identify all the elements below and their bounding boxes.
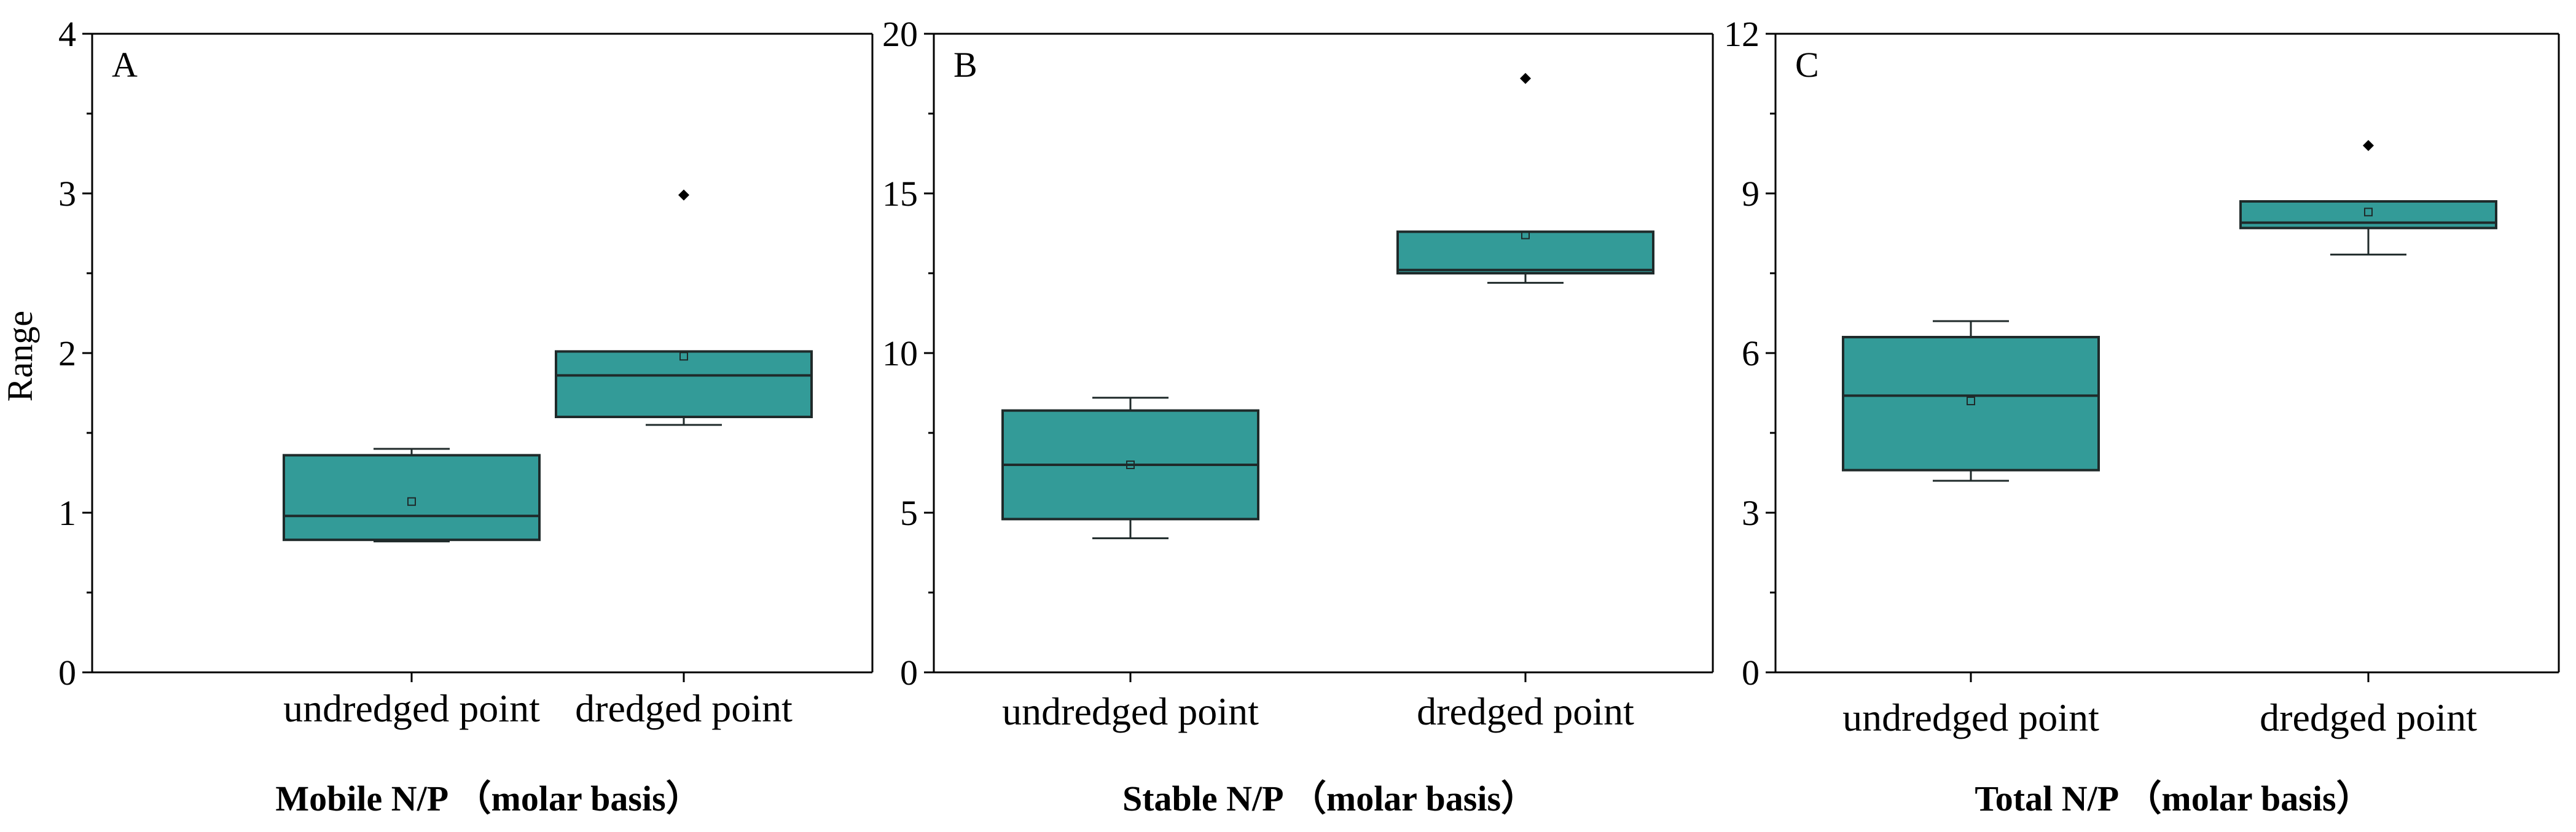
box-rect (1396, 230, 1654, 274)
x-axis-title: Total N/P （molar basis） (1975, 779, 2371, 818)
box-rect (555, 350, 813, 419)
mean-marker (1967, 397, 1975, 405)
y-tick-label: 10 (882, 333, 918, 373)
category-label: dredged point (2260, 696, 2477, 739)
y-tick-label: 15 (882, 174, 918, 214)
y-tick-label: 3 (58, 174, 76, 214)
mean-marker (2364, 208, 2373, 217)
box-dredged: dredged point (2239, 140, 2497, 739)
mean-marker (407, 497, 416, 506)
box-dredged: dredged point (555, 189, 813, 730)
y-tick-label: 2 (58, 333, 76, 373)
category-label: undredged point (1842, 696, 2099, 739)
y-tick-label: 3 (1742, 493, 1760, 533)
panel-letter: A (112, 45, 138, 85)
y-tick-label: 4 (58, 14, 76, 54)
box-dredged: dredged point (1396, 72, 1654, 733)
mean-marker (679, 352, 688, 361)
x-axis-title: Stable N/P （molar basis） (1122, 779, 1537, 818)
y-tick-label: 6 (1742, 333, 1760, 373)
y-tick-label: 0 (900, 653, 918, 693)
outlier-point (1520, 72, 1531, 84)
y-tick-label: 12 (1724, 14, 1760, 54)
box-undredged: undredged point (283, 448, 541, 730)
category-label: dredged point (575, 686, 793, 730)
outlier-point (2363, 140, 2374, 151)
y-axis-title: Range (0, 311, 40, 402)
box-rect (1842, 336, 2100, 472)
box-undredged: undredged point (1842, 320, 2100, 739)
x-axis-title: Mobile N/P （molar basis） (275, 779, 701, 818)
outlier-point (678, 189, 689, 201)
y-tick-label: 9 (1742, 174, 1760, 214)
panel-letter: B (953, 45, 977, 85)
mean-marker (1126, 461, 1135, 469)
y-tick-label: 20 (882, 14, 918, 54)
panel-letter: C (1795, 45, 1819, 85)
y-tick-label: 0 (1742, 653, 1760, 693)
y-tick-label: 5 (900, 493, 918, 533)
category-label: undredged point (1002, 690, 1259, 733)
category-label: undredged point (283, 686, 540, 730)
y-tick-label: 1 (58, 493, 76, 533)
mean-marker (1521, 230, 1530, 239)
category-label: dredged point (1417, 690, 1634, 733)
box-undredged: undredged point (1001, 397, 1259, 733)
box-rect (2239, 200, 2497, 230)
y-tick-label: 0 (58, 653, 76, 693)
